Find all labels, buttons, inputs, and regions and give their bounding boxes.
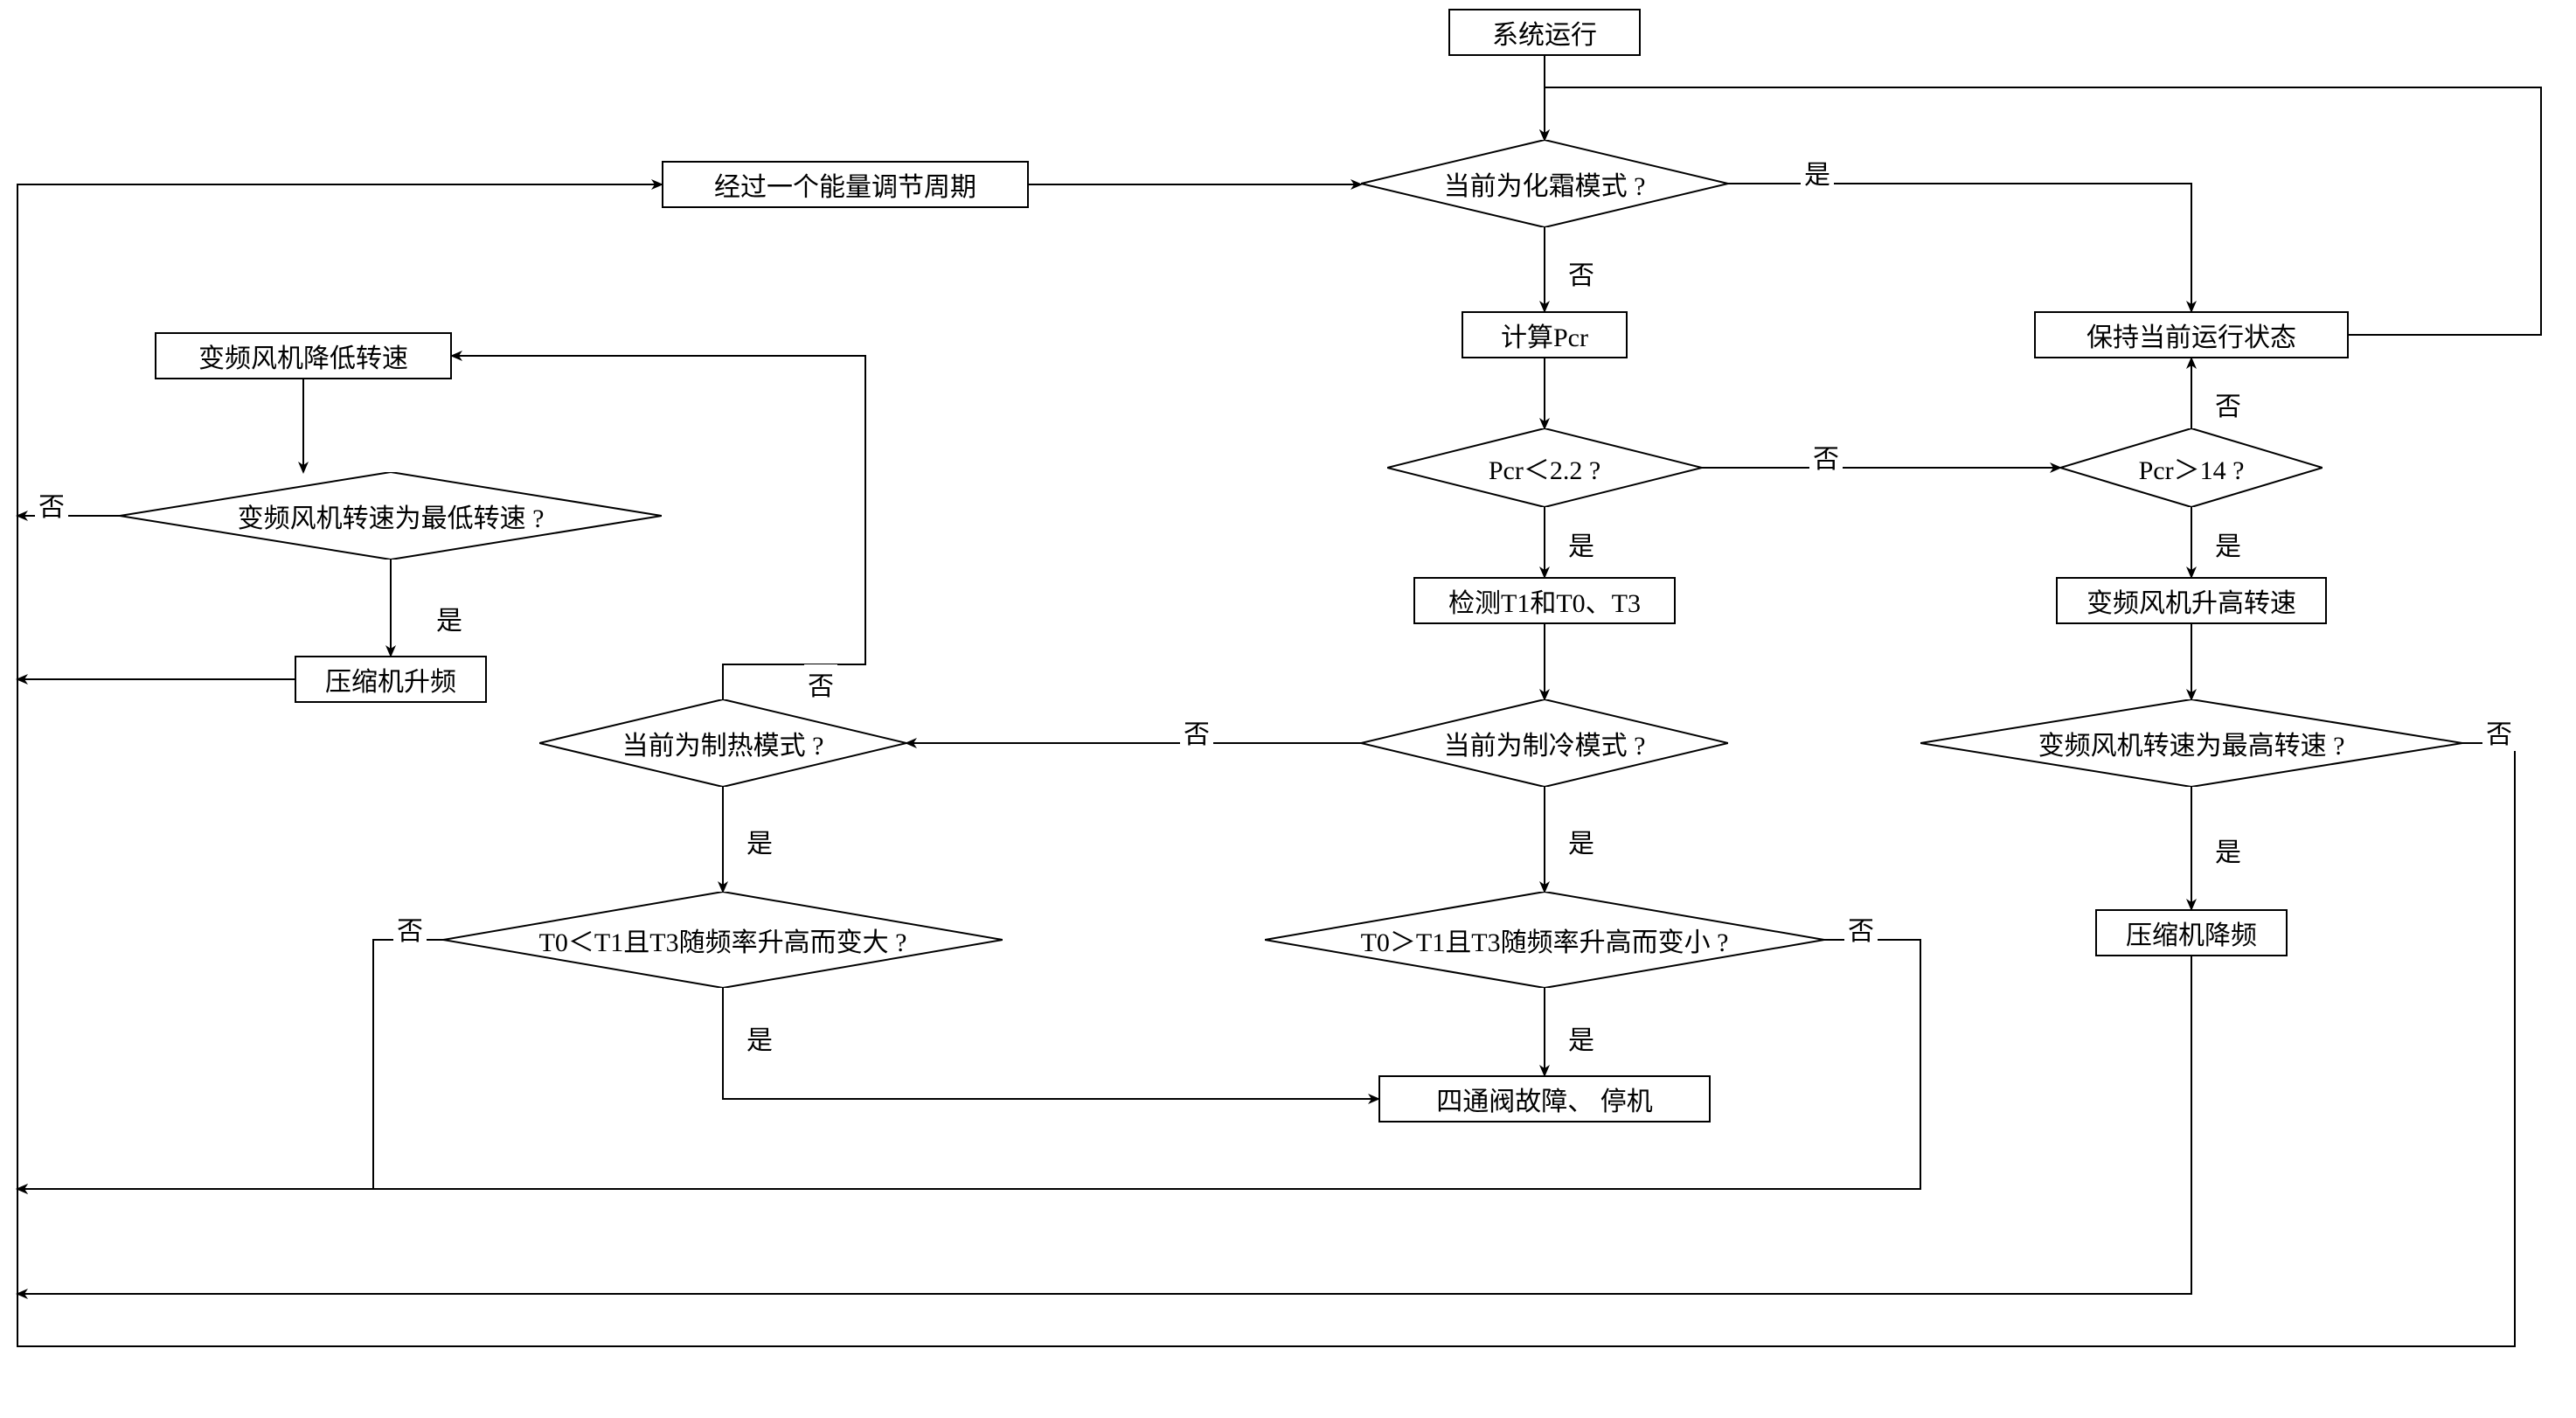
node-n_fault: 四通阀故障、 停机 [1378, 1075, 1711, 1123]
flowchart-canvas: 系统运行当前为化霜模式 ? 保持当前运行状态 计算Pcr Pcr＜2.2 ? Pcr＞1… [0, 0, 2576, 1418]
edge-label: 是 [1565, 1018, 1598, 1057]
node-d_pcr22: Pcr＜2.2 ? [1387, 428, 1702, 507]
node-d_pcr14: Pcr＞14 ? [2060, 428, 2323, 507]
node-d_coolcond: T0＞T1且T3随频率升高而变小 ? [1265, 892, 1824, 988]
node-n_keep: 保持当前运行状态 [2034, 311, 2349, 358]
edge-label: 是 [1565, 822, 1598, 860]
edge-label: 是 [1565, 525, 1598, 563]
node-d_cooling: 当前为制冷模式 ? [1361, 699, 1728, 787]
edge-label: 否 [1565, 254, 1598, 292]
edge-label: 是 [2211, 831, 2245, 869]
edge-d_heatcond-n_fault [723, 988, 1378, 1099]
node-d_fanmax: 变频风机转速为最高转速 ? [1920, 699, 2462, 787]
node-n_detect: 检测T1和T0、T3 [1413, 577, 1676, 624]
node-n_compdown: 压缩机降频 [2095, 909, 2288, 956]
node-n_compup: 压缩机升频 [295, 656, 487, 703]
edge-label: 否 [804, 664, 837, 703]
edge-label: 否 [2211, 385, 2245, 423]
edge-label: 否 [1180, 712, 1213, 751]
node-n_fanup: 变频风机升高转速 [2056, 577, 2327, 624]
node-d_fanmin: 变频风机转速为最低转速 ? [120, 472, 662, 560]
edge-label: 否 [393, 909, 427, 948]
edge-d_defrost-n_keep [1728, 184, 2191, 311]
node-n_cycle: 经过一个能量调节周期 [662, 161, 1029, 208]
node-n_calcPcr: 计算Pcr [1462, 311, 1628, 358]
node-n_start: 系统运行 [1448, 9, 1641, 56]
edge-label: 否 [1844, 909, 1878, 948]
edge-label: 是 [2211, 525, 2245, 563]
edge-label: 否 [2482, 712, 2516, 751]
edge-label: 是 [1801, 153, 1834, 191]
edge-label: 是 [743, 1018, 776, 1057]
edge-d_heatcond-loopH [17, 940, 443, 1189]
edge-label: 是 [433, 599, 466, 637]
edge-n_compdown-loopR2 [17, 956, 2191, 1294]
node-d_heating: 当前为制热模式 ? [539, 699, 906, 787]
node-d_heatcond: T0＜T1且T3随频率升高而变大 ? [443, 892, 1003, 988]
node-n_fandown: 变频风机降低转速 [155, 332, 452, 379]
edge-label: 否 [35, 485, 68, 524]
edge-label: 否 [1809, 437, 1843, 476]
node-d_defrost: 当前为化霜模式 ? [1361, 140, 1728, 227]
edge-label: 是 [743, 822, 776, 860]
